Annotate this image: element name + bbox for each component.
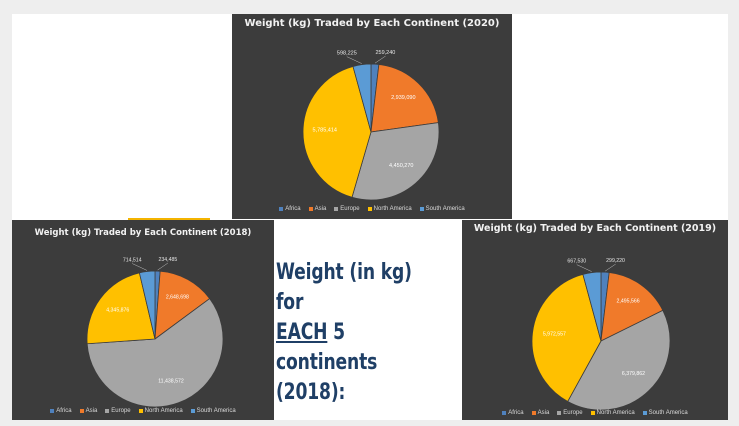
legend-swatch-europe-2020 xyxy=(334,207,339,211)
legend-item-africa-2018: Africa xyxy=(50,408,72,414)
legend-swatch-north-america-2019 xyxy=(590,411,595,415)
legend-swatch-south-america-2018 xyxy=(190,409,195,413)
data-label-south-america-2019: 667,530 xyxy=(567,259,586,265)
legend-item-north-america-2018: North America xyxy=(138,408,183,414)
caption-line-2: EACH 5 continents xyxy=(276,318,424,378)
chart-2019: Weight (kg) Traded by Each Continent (20… xyxy=(462,220,728,420)
legend-item-south-america-2020: South America xyxy=(419,206,465,212)
leader-line-africa-2019 xyxy=(605,263,616,272)
pie-slice-asia-2020 xyxy=(370,64,439,133)
legend-swatch-europe-2018 xyxy=(105,409,110,413)
legend-2020: Africa Asia Europe North America South Ameri… xyxy=(232,206,512,212)
chart-title-2020: Weight (kg) Traded by Each Continent (20… xyxy=(244,18,500,29)
legend-item-south-america-2019: South America xyxy=(642,410,688,416)
legend-swatch-africa-2020 xyxy=(279,207,284,211)
accent-line xyxy=(128,218,210,220)
data-label-asia-2019: 2,495,566 xyxy=(617,299,640,305)
leader-line-south-america-2018 xyxy=(132,263,148,271)
legend-label-africa-2018: Africa xyxy=(56,408,72,414)
pie-slice-europe-2020 xyxy=(351,122,440,201)
data-label-asia-2020: 2,939,090 xyxy=(391,95,415,101)
data-label-south-america-2020: 598,225 xyxy=(337,51,357,57)
legend-item-asia-2018: Asia xyxy=(79,408,98,414)
pie-slice-europe-2018 xyxy=(86,298,224,408)
data-label-europe-2018: 11,438,572 xyxy=(158,378,184,384)
legend-label-europe-2020: Europe xyxy=(340,206,360,212)
legend-swatch-south-america-2020 xyxy=(419,207,424,211)
data-label-africa-2020: 259,240 xyxy=(375,50,395,56)
legend-item-europe-2019: Europe xyxy=(557,410,583,416)
data-label-north-america-2018: 4,345,876 xyxy=(106,308,129,314)
data-label-europe-2020: 4,450,270 xyxy=(389,163,413,169)
legend-item-south-america-2018: South America xyxy=(190,408,236,414)
pie-slice-north-america-2018 xyxy=(86,272,156,345)
chart-2018: Weight (kg) Traded by Each Continent (20… xyxy=(12,220,274,420)
legend-label-europe-2018: Europe xyxy=(111,408,131,414)
pie-slice-north-america-2019 xyxy=(531,273,602,402)
legend-swatch-south-america-2019 xyxy=(642,411,647,415)
legend-label-asia-2019: Asia xyxy=(537,410,550,416)
leader-line-africa-2020 xyxy=(374,55,386,64)
legend-label-asia-2020: Asia xyxy=(314,206,327,212)
legend-item-north-america-2020: North America xyxy=(367,206,412,212)
data-label-asia-2018: 2,648,698 xyxy=(166,295,189,301)
legend-label-north-america-2018: North America xyxy=(144,408,183,414)
legend-label-south-america-2018: South America xyxy=(196,408,236,414)
chart-title-2019: Weight (kg) Traded by Each Continent (20… xyxy=(473,223,717,234)
legend-item-asia-2019: Asia xyxy=(531,410,550,416)
caption: Weight (in kg) for EACH 5 continents (20… xyxy=(276,258,424,408)
pie-slice-south-america-2018 xyxy=(138,270,156,340)
pie-slice-north-america-2020 xyxy=(302,65,372,198)
legend-label-africa-2019: Africa xyxy=(508,410,524,416)
legend-item-africa-2019: Africa xyxy=(502,410,524,416)
legend-2019: Africa Asia Europe North America South Ameri… xyxy=(462,410,728,416)
legend-item-asia-2020: Asia xyxy=(308,206,327,212)
legend-label-south-america-2020: South America xyxy=(425,206,465,212)
legend-label-south-america-2019: South America xyxy=(648,410,688,416)
pie-slice-south-america-2019 xyxy=(582,271,602,342)
legend-item-north-america-2019: North America xyxy=(590,410,635,416)
chart-title-2018: Weight (kg) Traded by Each Continent (20… xyxy=(34,228,252,238)
pie-slice-asia-2018 xyxy=(154,270,211,340)
data-label-africa-2019: 299,220 xyxy=(606,258,625,264)
pie-2018: 234,485 2,648,698 11,438,572 4,345,876 714,5… xyxy=(86,257,224,408)
leader-line-south-america-2019 xyxy=(576,264,592,272)
legend-swatch-asia-2020 xyxy=(308,207,313,211)
legend-label-north-america-2020: North America xyxy=(373,206,412,212)
legend-item-europe-2020: Europe xyxy=(334,206,360,212)
caption-each: EACH xyxy=(276,320,328,345)
legend-swatch-asia-2019 xyxy=(531,411,536,415)
pie-slice-south-america-2020 xyxy=(352,63,372,133)
caption-line-3: (2018): xyxy=(276,380,346,405)
data-label-south-america-2018: 714,514 xyxy=(123,258,142,264)
pie-slice-asia-2019 xyxy=(600,272,664,342)
legend-label-africa-2020: Africa xyxy=(285,206,301,212)
pie-2019: 299,220 2,495,566 6,379,862 5,972,557 667,53… xyxy=(531,258,671,411)
legend-label-north-america-2019: North America xyxy=(596,410,635,416)
data-label-africa-2018: 234,485 xyxy=(159,257,178,263)
data-label-north-america-2020: 5,785,414 xyxy=(313,128,337,134)
chart-2020: Weight (kg) Traded by Each Continent (20… xyxy=(232,14,512,219)
caption-line-1: Weight (in kg) for xyxy=(276,260,412,315)
leader-line-africa-2018 xyxy=(157,262,169,271)
pie-slice-europe-2019 xyxy=(567,309,671,411)
data-label-north-america-2019: 5,972,557 xyxy=(543,331,566,337)
legend-item-europe-2018: Europe xyxy=(105,408,131,414)
legend-swatch-africa-2018 xyxy=(50,409,55,413)
legend-label-europe-2019: Europe xyxy=(563,410,583,416)
legend-swatch-north-america-2020 xyxy=(367,207,372,211)
legend-swatch-europe-2019 xyxy=(557,411,562,415)
legend-swatch-africa-2019 xyxy=(502,411,507,415)
pie-2020: 259,240 2,939,090 4,450,270 5,785,414 598,22… xyxy=(302,50,440,201)
leader-line-south-america-2020 xyxy=(346,56,362,64)
legend-label-asia-2018: Asia xyxy=(85,408,98,414)
legend-2018: Africa Asia Europe North America South Ameri… xyxy=(12,408,274,414)
data-label-europe-2019: 6,379,862 xyxy=(622,371,645,377)
legend-item-africa-2020: Africa xyxy=(279,206,301,212)
legend-swatch-asia-2018 xyxy=(79,409,84,413)
caption-continents: 5 continents xyxy=(276,320,378,375)
legend-swatch-north-america-2018 xyxy=(138,409,143,413)
